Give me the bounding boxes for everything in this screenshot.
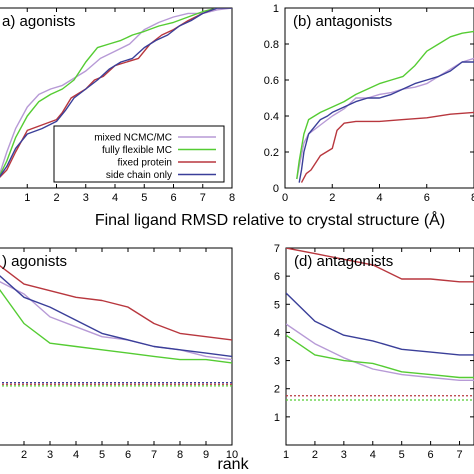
y-tick-label: 6 xyxy=(274,271,280,283)
y-tick-label: 0 xyxy=(273,183,279,195)
x-tick-label: 2 xyxy=(53,192,59,204)
panel-label: a) agonists xyxy=(2,13,75,30)
y-tick-label: 4 xyxy=(274,327,280,339)
panel-4: 1 2 3 4 5 6 7 1 2 3 4 5 6 7 (d) antagonists xyxy=(274,243,474,461)
x-tick-label: 2 xyxy=(21,449,27,461)
x-tick-label: 4 xyxy=(376,192,382,204)
series-line-fully-flexible-mc xyxy=(286,334,474,379)
series-group xyxy=(286,248,474,401)
x-tick-label: 4 xyxy=(73,449,79,461)
x-tick-label: 8 xyxy=(471,192,474,204)
x-tick-label: 6 xyxy=(170,192,176,204)
x-tick-label: 7 xyxy=(200,192,206,204)
x-tick-label: 7 xyxy=(151,449,157,461)
x-tick-label: 6 xyxy=(428,449,434,461)
x-tick-label: 1 xyxy=(283,449,289,461)
x-tick-label: 9 xyxy=(203,449,209,461)
legend-box xyxy=(53,125,225,183)
x-tick-label: 4 xyxy=(370,449,376,461)
x-tick-label: 5 xyxy=(141,192,147,204)
series-line-fully-flexible-mc xyxy=(0,8,232,177)
legend-label-mixed-ncmc-mc: mixed NCMC/MC xyxy=(94,133,172,144)
x-tick-label: 6 xyxy=(424,192,430,204)
series-line-fixed-protein xyxy=(286,248,474,283)
x-tick-label: 0 xyxy=(282,192,288,204)
series-line-mixed-ncmc-mc xyxy=(0,8,232,176)
panel-label: (d) antagonists xyxy=(294,253,393,270)
series-line-mixed-ncmc-mc xyxy=(0,281,232,361)
x-tick-label: 2 xyxy=(312,449,318,461)
x-tick-label: 7 xyxy=(456,449,462,461)
series-line-side-chain-only xyxy=(0,8,232,178)
panel-label: ) agonists xyxy=(2,253,67,270)
series-line-fully-flexible-mc xyxy=(296,30,474,180)
panel-label: (b) antagonists xyxy=(293,13,392,30)
legend-label-fully-flexible-mc: fully flexible MC xyxy=(102,145,172,156)
series-line-side-chain-only xyxy=(286,292,474,356)
y-tick-label: 0.2 xyxy=(264,147,279,159)
plot-frame xyxy=(0,247,233,446)
x-tick-label: 4 xyxy=(112,192,118,204)
x-tick-label: 3 xyxy=(341,449,347,461)
x-tick-label: 3 xyxy=(47,449,53,461)
series-line-side-chain-only xyxy=(0,275,232,358)
series-group xyxy=(296,30,474,183)
y-tick-label: 0.4 xyxy=(264,111,279,123)
series-group xyxy=(0,265,232,387)
series-line-mixed-ncmc-mc xyxy=(286,323,474,381)
plot-frame xyxy=(285,247,474,446)
y-tick-label: 5 xyxy=(274,299,280,311)
series-line-fixed-protein xyxy=(0,265,232,341)
x-tick-label: 10 xyxy=(226,449,238,461)
x-tick-label: 5 xyxy=(399,449,405,461)
x-tick-label: 5 xyxy=(99,449,105,461)
x-tick-label: 6 xyxy=(125,449,131,461)
panel-2: 0 2 4 6 8 0 0.2 0.4 0.6 0.8 1 (b) antagonists xyxy=(264,3,474,204)
series-line-fully-flexible-mc xyxy=(0,288,232,364)
legend-label-side-chain-only: side chain only xyxy=(106,170,172,181)
panel-3: 2 3 4 5 6 7 8 9 10 ) agonists xyxy=(0,247,238,461)
series-line-fixed-protein xyxy=(300,111,474,183)
x-axis-label-rank: rank xyxy=(217,456,249,473)
series-line-side-chain-only xyxy=(298,61,474,183)
x-tick-label: 8 xyxy=(177,449,183,461)
y-tick-label: 0.8 xyxy=(264,39,279,51)
x-axis-label-rmsd: Final ligand RMSD relative to crystal st… xyxy=(95,210,445,229)
y-tick-label: 0.6 xyxy=(264,75,279,87)
y-tick-label: 2 xyxy=(274,384,280,396)
x-tick-label: 2 xyxy=(329,192,335,204)
x-tick-label: 3 xyxy=(83,192,89,204)
x-tick-label: 1 xyxy=(24,192,30,204)
x-tick-label: 8 xyxy=(229,192,235,204)
y-tick-label: 7 xyxy=(274,243,280,255)
legend-label-fixed-protein: fixed protein xyxy=(118,158,172,169)
y-tick-label: 1 xyxy=(274,412,280,424)
y-tick-label: 3 xyxy=(274,356,280,368)
y-tick-label: 1 xyxy=(273,3,279,15)
series-group xyxy=(0,8,232,178)
